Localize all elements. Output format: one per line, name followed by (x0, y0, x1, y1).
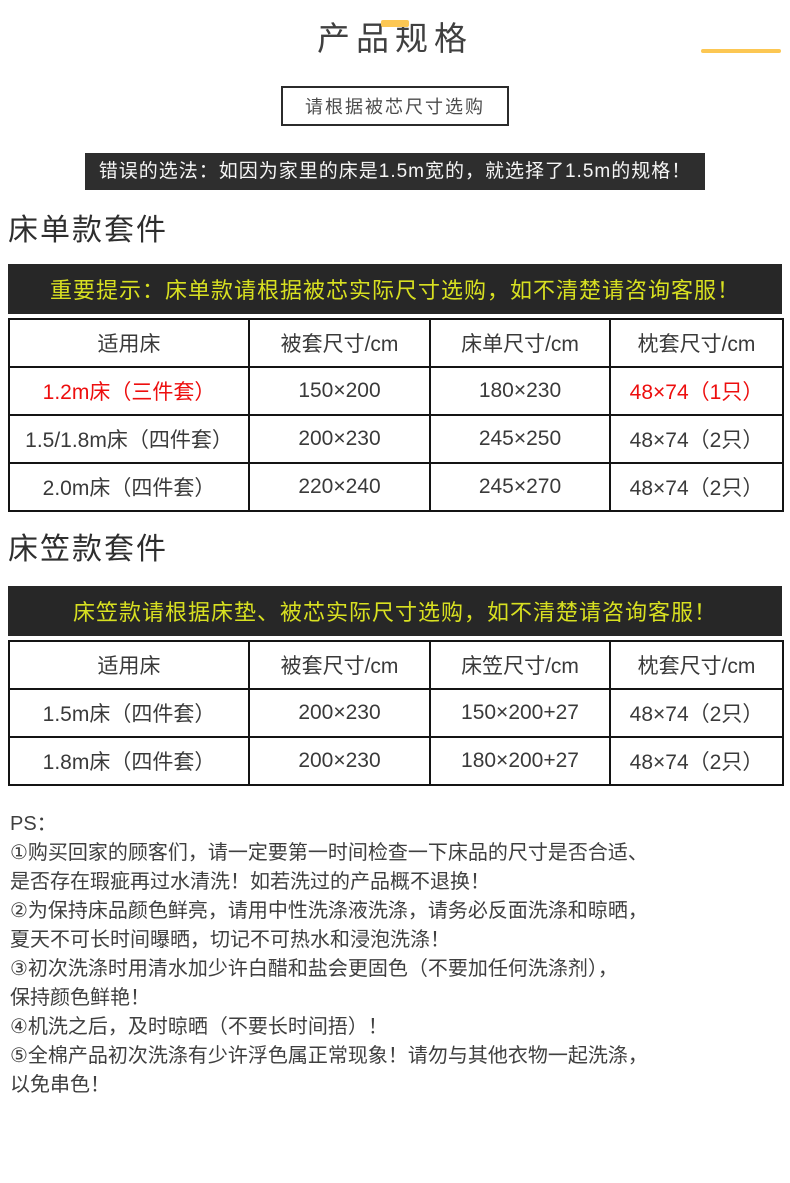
column-header: 被套尺寸/cm (248, 318, 431, 368)
ps-note-line: ③初次洗涤时用清水加少许白醋和盐会更固色（不要加任何洗涤剂）， (10, 958, 618, 980)
table-cell: 180×200+27 (429, 736, 611, 786)
table-cell: 48×74（2只） (609, 736, 784, 786)
table-cell: 200×230 (248, 414, 431, 464)
fitted-section-heading: 床笠款套件 (8, 533, 168, 566)
ps-note-line: ②为保持床品颜色鲜亮，请用中性洗涤液洗涤，请务必反面洗涤和晾晒， (10, 900, 648, 922)
accent-dash-top-right (701, 49, 781, 53)
fitted-notice-bar: 床笠款请根据床垫、被芯实际尺寸选购，如不清楚请咨询客服！ (8, 586, 782, 636)
table-cell: 245×250 (429, 414, 611, 464)
table-cell: 48×74（2只） (609, 688, 784, 738)
column-header: 适用床 (8, 640, 250, 690)
ps-note-line: ④机洗之后，及时晾晒（不要长时间捂）！ (10, 1016, 388, 1038)
ps-note-line: 保持颜色鲜艳！ (10, 987, 150, 1009)
table-header-row: 适用床 被套尺寸/cm 床笠尺寸/cm 枕套尺寸/cm (8, 640, 784, 690)
column-header: 枕套尺寸/cm (609, 640, 784, 690)
table-cell: 48×74（2只） (609, 414, 784, 464)
table-cell: 245×270 (429, 462, 611, 512)
table-row: 1.2m床（三件套） 150×200 180×230 48×74（1只） (8, 366, 784, 416)
table-cell: 1.8m床（四件套） (8, 736, 250, 786)
sheet-section-heading: 床单款套件 (8, 214, 168, 247)
warning-bar: 错误的选法：如因为家里的床是1.5m宽的，就选择了1.5m的规格！ (84, 153, 706, 190)
accent-dash-top-center (381, 20, 409, 27)
table-row: 1.5/1.8m床（四件套） 200×230 245×250 48×74（2只） (8, 414, 784, 464)
column-header: 床笠尺寸/cm (429, 640, 611, 690)
table-cell: 150×200+27 (429, 688, 611, 738)
ps-label: PS： (10, 813, 57, 835)
table-cell: 1.2m床（三件套） (8, 366, 250, 416)
table-cell: 150×200 (248, 366, 431, 416)
column-header: 适用床 (8, 318, 250, 368)
table-cell: 220×240 (248, 462, 431, 512)
table-cell: 48×74（1只） (609, 366, 784, 416)
table-cell: 48×74（2只） (609, 462, 784, 512)
ps-notes: PS： ①购买回家的顾客们，请一定要第一时间检查一下床品的尺寸是否合适、 是否存… (10, 810, 790, 1100)
ps-note-line: ⑤全棉产品初次洗涤有少许浮色属正常现象！请勿与其他衣物一起洗涤， (10, 1045, 648, 1067)
table-cell: 200×230 (248, 736, 431, 786)
column-header: 被套尺寸/cm (248, 640, 431, 690)
table-cell: 180×230 (429, 366, 611, 416)
table-cell: 2.0m床（四件套） (8, 462, 250, 512)
ps-note-line: 是否存在瑕疵再过水清洗！如若洗过的产品概不退换！ (10, 871, 490, 893)
table-cell: 1.5m床（四件套） (8, 688, 250, 738)
sheet-notice-bar: 重要提示：床单款请根据被芯实际尺寸选购，如不清楚请咨询客服！ (8, 264, 782, 314)
table-header-row: 适用床 被套尺寸/cm 床单尺寸/cm 枕套尺寸/cm (8, 318, 784, 368)
ps-note-line: ①购买回家的顾客们，请一定要第一时间检查一下床品的尺寸是否合适、 (10, 842, 648, 864)
table-row: 1.8m床（四件套） 200×230 180×200+27 48×74（2只） (8, 736, 784, 786)
table-cell: 1.5/1.8m床（四件套） (8, 414, 250, 464)
table-row: 1.5m床（四件套） 200×230 150×200+27 48×74（2只） (8, 688, 784, 738)
column-header: 枕套尺寸/cm (609, 318, 784, 368)
table-cell: 200×230 (248, 688, 431, 738)
column-header: 床单尺寸/cm (429, 318, 611, 368)
table-row: 2.0m床（四件套） 220×240 245×270 48×74（2只） (8, 462, 784, 512)
ps-note-line: 夏天不可长时间曝晒，切记不可热水和浸泡洗涤！ (10, 929, 450, 951)
fitted-size-table: 适用床 被套尺寸/cm 床笠尺寸/cm 枕套尺寸/cm 1.5m床（四件套） 2… (8, 640, 784, 786)
sheet-size-table: 适用床 被套尺寸/cm 床单尺寸/cm 枕套尺寸/cm 1.2m床（三件套） 1… (8, 318, 784, 512)
ps-note-line: 以免串色！ (10, 1074, 110, 1096)
tip-box: 请根据被芯尺寸选购 (281, 86, 509, 126)
